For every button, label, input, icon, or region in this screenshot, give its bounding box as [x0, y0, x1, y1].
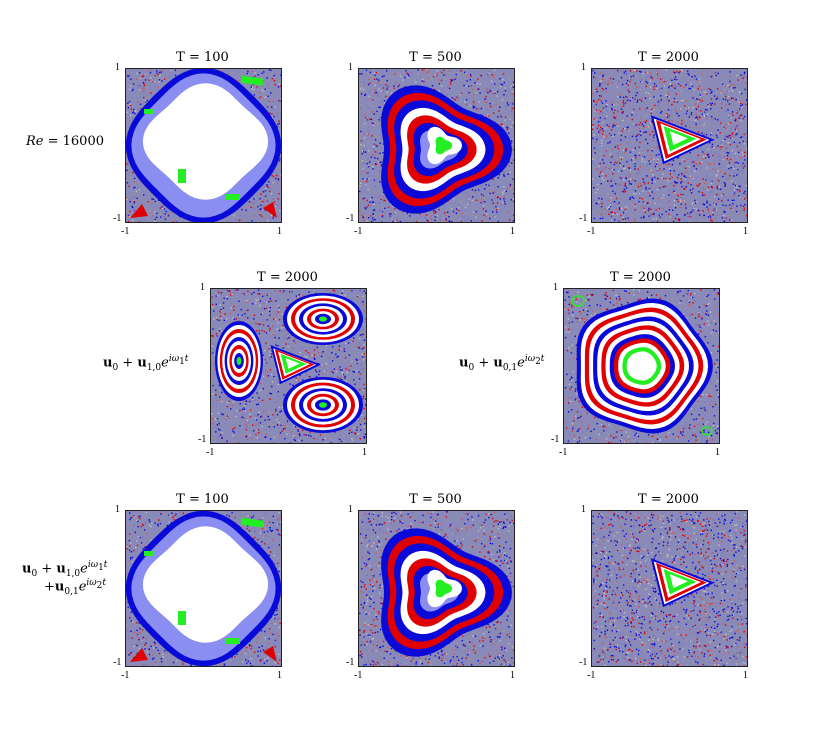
panel-title: T = 100	[176, 492, 229, 507]
x-tick-max: 1	[743, 226, 748, 237]
y-tick-min: -1	[551, 434, 560, 445]
re-symbol: Re	[26, 134, 44, 149]
center-island	[435, 579, 453, 598]
poincare-section	[591, 68, 748, 223]
x-tick-min: -1	[121, 670, 130, 681]
y-tick-max: 1	[348, 504, 353, 515]
white-core	[142, 526, 269, 643]
y-tick-min: -1	[113, 213, 122, 224]
y-tick-max: 1	[348, 62, 353, 73]
poincare-section	[125, 510, 282, 667]
left-lobe	[215, 321, 263, 401]
x-tick-max: 1	[362, 447, 367, 458]
row-label-mode-01: u0 + u0,1eiω2t	[459, 354, 545, 373]
x-tick-min: -1	[559, 447, 568, 458]
x-tick-max: 1	[510, 226, 515, 237]
y-tick-min: -1	[346, 657, 355, 668]
x-tick-min: -1	[121, 226, 130, 237]
y-tick-max: 1	[115, 62, 120, 73]
y-tick-max: 1	[581, 504, 586, 515]
poincare-section	[358, 68, 515, 223]
x-tick-max: 1	[743, 670, 748, 681]
row-label-mode-both-line1: u0 + u1,0eiω1t	[22, 560, 108, 579]
lower-right-lobe	[283, 377, 363, 433]
upper-right-lobe	[283, 293, 363, 345]
row-label-re: Re = 16000	[26, 134, 104, 149]
center-island	[435, 136, 453, 155]
panel-title: T = 500	[409, 50, 462, 65]
x-tick-max: 1	[277, 670, 282, 681]
y-tick-min: -1	[198, 434, 207, 445]
elliptic-triangle	[650, 558, 715, 608]
x-tick-min: -1	[354, 670, 363, 681]
x-tick-min: -1	[354, 226, 363, 237]
y-tick-min: -1	[579, 213, 588, 224]
x-tick-max: 1	[510, 670, 515, 681]
elliptic-triangle	[650, 115, 715, 165]
y-tick-max: 1	[553, 282, 558, 293]
poincare-section	[125, 68, 282, 223]
panel-title: T = 2000	[638, 50, 699, 65]
poincare-section	[358, 510, 515, 667]
panel-title: T = 100	[176, 50, 229, 65]
poincare-section	[591, 510, 748, 667]
y-tick-max: 1	[115, 504, 120, 515]
y-tick-min: -1	[113, 657, 122, 668]
panel-title: T = 2000	[610, 270, 671, 285]
poincare-section	[210, 288, 367, 444]
x-tick-min: -1	[587, 670, 596, 681]
x-tick-max: 1	[715, 447, 720, 458]
x-tick-min: -1	[587, 226, 596, 237]
poincare-section	[563, 288, 720, 444]
row-label-mode-10: u0 + u1,0eiω1t	[103, 354, 189, 373]
x-tick-max: 1	[277, 226, 282, 237]
invariant-ring	[626, 351, 657, 381]
row-label-mode-both-line2: +u0,1eiω2t	[44, 578, 106, 597]
y-tick-min: -1	[579, 657, 588, 668]
central-triangle	[270, 345, 322, 385]
white-core	[142, 83, 269, 200]
panel-title: T = 2000	[257, 270, 318, 285]
y-tick-min: -1	[346, 213, 355, 224]
panel-title: T = 500	[409, 492, 462, 507]
panel-title: T = 2000	[638, 492, 699, 507]
x-tick-min: -1	[206, 447, 215, 458]
y-tick-max: 1	[581, 62, 586, 73]
y-tick-max: 1	[200, 282, 205, 293]
